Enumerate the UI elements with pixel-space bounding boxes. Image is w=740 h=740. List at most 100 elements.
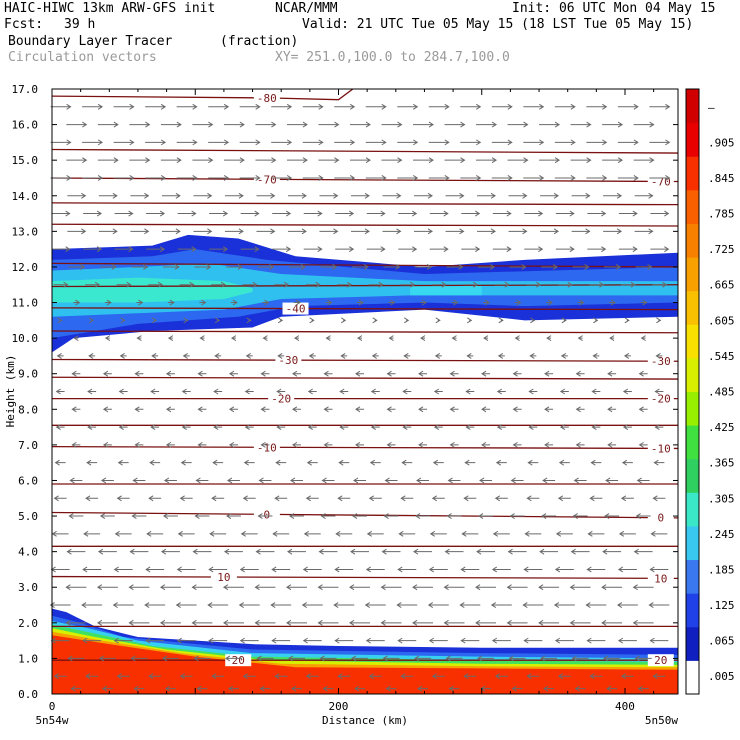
tracer-band-upper bbox=[52, 263, 678, 317]
wind-vector bbox=[638, 370, 648, 377]
wind-vector bbox=[571, 655, 589, 662]
y-tick-label: 2.0 bbox=[18, 617, 38, 630]
wind-vector bbox=[650, 530, 668, 537]
y-tick-label: 5.0 bbox=[18, 510, 38, 523]
wind-vector bbox=[496, 424, 506, 431]
wind-vector bbox=[239, 637, 259, 644]
wind-vector bbox=[112, 602, 134, 608]
temperature-contour-line bbox=[51, 202, 679, 206]
wind-vector bbox=[96, 584, 118, 591]
contour-label: 0 bbox=[657, 512, 664, 525]
colorbar-label: .545 bbox=[708, 350, 735, 363]
temperature-contour-line bbox=[51, 307, 679, 311]
wind-vector bbox=[208, 139, 230, 146]
wind-vector bbox=[368, 281, 384, 288]
wind-vector bbox=[528, 388, 538, 395]
wind-vector bbox=[179, 673, 193, 680]
wind-vector bbox=[383, 513, 399, 519]
wind-vector bbox=[433, 424, 443, 431]
wind-vector bbox=[654, 388, 664, 395]
wind-vector bbox=[337, 673, 351, 680]
wind-vector bbox=[335, 246, 355, 253]
wind-vector bbox=[555, 530, 573, 537]
wind-vector bbox=[606, 685, 618, 692]
field-name: Boundary Layer Tracer bbox=[8, 34, 173, 49]
wind-vector bbox=[508, 655, 526, 662]
colorbar-label: .065 bbox=[708, 635, 735, 648]
wind-vector bbox=[259, 685, 271, 692]
wind-vector bbox=[289, 513, 304, 519]
wind-vector bbox=[224, 655, 242, 662]
wind-vector bbox=[337, 281, 353, 288]
wind-vector bbox=[257, 513, 273, 519]
wind-vector bbox=[603, 192, 623, 199]
wind-vector bbox=[388, 299, 396, 306]
wind-vector bbox=[293, 299, 301, 306]
wind-vector bbox=[365, 637, 385, 644]
wind-vector bbox=[589, 281, 605, 288]
colorbar-label: .365 bbox=[708, 457, 735, 470]
contour-label: 10 bbox=[654, 572, 667, 585]
wind-vector bbox=[305, 495, 319, 502]
wind-vector bbox=[397, 139, 419, 146]
contour-label-bg bbox=[253, 91, 280, 104]
wind-vector bbox=[177, 246, 197, 253]
wind-vector bbox=[83, 530, 101, 537]
wind-vector bbox=[255, 548, 275, 555]
wind-vector bbox=[481, 441, 491, 448]
wind-vector bbox=[53, 281, 69, 288]
contour-label-bg bbox=[647, 511, 674, 524]
wind-vector bbox=[496, 388, 506, 395]
contour-label-bg bbox=[647, 572, 674, 585]
wind-vector bbox=[175, 602, 197, 608]
wind-vector bbox=[575, 406, 585, 413]
wind-vector bbox=[494, 281, 510, 288]
wind-vector bbox=[349, 619, 370, 626]
colorbar-frame bbox=[685, 88, 700, 695]
wind-vector bbox=[272, 210, 292, 217]
wind-vector bbox=[618, 210, 638, 217]
plot-frame bbox=[51, 88, 679, 695]
wind-vector bbox=[87, 388, 97, 395]
wind-vector bbox=[506, 584, 528, 591]
wind-vector bbox=[245, 352, 253, 359]
wind-vector bbox=[117, 459, 129, 466]
wind-vector bbox=[603, 655, 621, 662]
wind-vector bbox=[539, 157, 561, 164]
wind-vector bbox=[271, 103, 293, 110]
wind-vector bbox=[286, 584, 307, 591]
wind-vector bbox=[649, 637, 669, 644]
wind-vector bbox=[133, 685, 145, 692]
wind-vector bbox=[242, 495, 256, 502]
wind-vector bbox=[601, 584, 623, 591]
wind-vector bbox=[102, 441, 112, 448]
wind-vector bbox=[420, 335, 426, 342]
temperature-contour-line bbox=[51, 330, 679, 334]
wind-vector bbox=[444, 548, 464, 555]
wind-vector bbox=[476, 121, 497, 128]
wind-vector bbox=[227, 685, 239, 692]
wind-vector bbox=[322, 685, 334, 692]
y-tick-label: 11.0 bbox=[12, 297, 39, 310]
wind-vector bbox=[634, 192, 654, 199]
wind-vector bbox=[638, 406, 648, 413]
temperature-contour-line bbox=[51, 148, 679, 154]
wind-vector bbox=[67, 228, 87, 235]
wind-vector bbox=[145, 566, 165, 573]
colorbar-label: .245 bbox=[708, 528, 735, 541]
wind-vector bbox=[319, 192, 339, 199]
wind-vector bbox=[540, 655, 558, 662]
wind-vector bbox=[222, 584, 244, 591]
wind-vector bbox=[228, 406, 238, 413]
wind-vector bbox=[417, 685, 429, 692]
wind-vector bbox=[397, 637, 417, 644]
wind-vector bbox=[412, 619, 434, 626]
wind-vector bbox=[318, 548, 338, 555]
wind-vector bbox=[192, 548, 212, 555]
wind-vector bbox=[589, 673, 603, 680]
wind-vector bbox=[51, 246, 71, 253]
wind-vector bbox=[418, 441, 428, 448]
vectors-label: Circulation vectors bbox=[8, 50, 157, 65]
wind-vector bbox=[194, 264, 212, 270]
wind-vector bbox=[586, 103, 608, 110]
